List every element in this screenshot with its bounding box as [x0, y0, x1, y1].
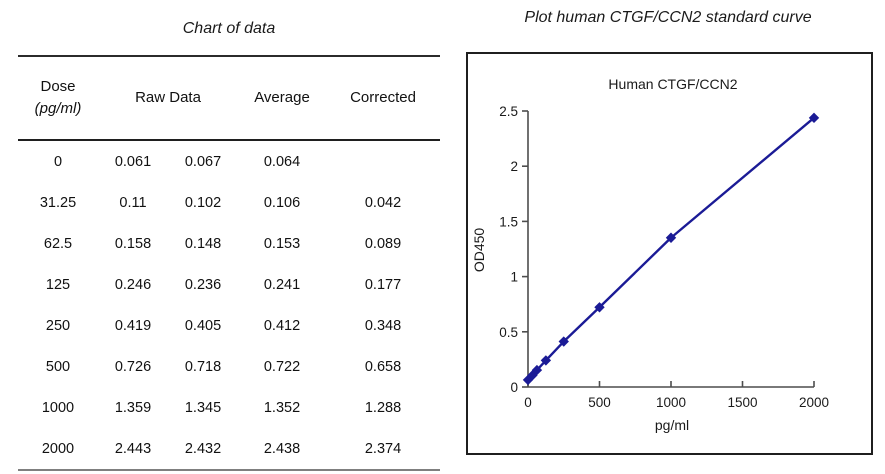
y-tick-label: 2.5: [499, 104, 518, 119]
table-cell-raw1: 1.359: [114, 399, 152, 416]
table-cell-corrected: 1.288: [364, 399, 402, 416]
table-cell-raw1: 0.726: [114, 358, 152, 375]
x-tick-label: 500: [588, 395, 611, 410]
y-tick-label: 1: [510, 270, 518, 285]
y-tick-label: 2: [510, 159, 518, 174]
table-cell-raw2: 0.148: [184, 235, 222, 252]
table-cell-dose: 250: [45, 317, 71, 334]
series-line: [527, 116, 815, 381]
table-cell-average: 0.106: [263, 194, 301, 211]
table-cell-dose: 62.5: [43, 235, 73, 252]
table-cell-raw1: 0.419: [114, 317, 152, 334]
x-tick-label: 0: [524, 395, 532, 410]
col-header-raw-data: Raw Data: [98, 56, 239, 141]
x-tick-label: 2000: [799, 395, 829, 410]
table-cell-raw2: 2.432: [184, 440, 222, 457]
table-cell-corrected: [326, 140, 440, 182]
col-header-average: Average: [238, 56, 327, 141]
table-cell-dose: 1000: [41, 399, 75, 416]
data-point-marker: [540, 355, 552, 366]
col-header-dose: Dose (pg/ml): [18, 56, 98, 141]
table-cell-raw2: 0.405: [184, 317, 222, 334]
table-row: 62.5 0.158 0.148 0.153 0.089: [18, 223, 440, 264]
table-cell-corrected: 0.348: [364, 317, 402, 334]
standard-curve-table: Dose (pg/ml) Raw Data Average Corrected …: [18, 55, 441, 471]
table-body: 0 0.061 0.067 0.064 31.25 0.11 0.102 0.106 0.042…: [18, 140, 440, 470]
table-cell-average: 0.153: [263, 235, 301, 252]
standard-curve-svg: Human CTGF/CCN2 0 500 1000 1500 2000 0 0.5 1 1.5 2…: [471, 76, 829, 433]
table-cell-raw2: 0.718: [184, 358, 222, 375]
x-axis-title: pg/ml: [655, 417, 689, 433]
standard-curve-chart: Human CTGF/CCN2 0 500 1000 1500 2000 0 0.5 1 1.5 2…: [466, 52, 873, 455]
table-cell-raw2: 0.102: [184, 194, 222, 211]
table-cell-dose: 125: [45, 276, 71, 293]
table-cell-dose: 31.25: [39, 194, 77, 211]
table-cell-raw1: 0.246: [114, 276, 152, 293]
table-cell-average: 1.352: [263, 399, 301, 416]
data-point-marker: [531, 364, 543, 376]
x-tick-label: 1000: [656, 395, 686, 410]
dose-label: Dose: [40, 77, 76, 95]
table-title: Chart of data: [182, 20, 276, 37]
table-row: 500 0.726 0.718 0.722 0.658: [18, 346, 440, 387]
plot-title: Plot human CTGF/CCN2 standard curve: [524, 9, 812, 26]
table-cell-raw1: 0.11: [119, 194, 147, 211]
table-cell-corrected: 2.374: [364, 440, 402, 457]
table-cell-average: 0.241: [263, 276, 301, 293]
table-cell-dose: 2000: [41, 440, 75, 457]
table-cell-average: 0.412: [263, 317, 301, 334]
data-point-marker: [594, 302, 605, 313]
table-cell-corrected: 0.177: [364, 276, 402, 293]
data-point-marker: [558, 336, 569, 347]
y-axis-title: OD450: [471, 228, 487, 273]
table-cell-raw2: 1.345: [184, 399, 222, 416]
y-tick-label: 1.5: [499, 214, 518, 229]
data-point-marker: [527, 370, 538, 381]
table-header-row: Dose (pg/ml) Raw Data Average Corrected: [18, 56, 441, 141]
table-cell-corrected: 0.658: [364, 358, 402, 375]
table-row: 0 0.061 0.067 0.064: [18, 140, 440, 182]
table-row: 2000 2.443 2.432 2.438 2.374: [18, 428, 440, 470]
table-cell-average: 0.064: [263, 153, 301, 170]
x-tick-label: 1500: [727, 395, 757, 410]
data-point-marker: [808, 112, 820, 124]
table-cell-corrected: 0.089: [364, 235, 402, 252]
table-cell-raw1: 0.158: [114, 235, 152, 252]
data-point-marker: [665, 232, 677, 243]
data-table-panel: Chart of data Dose (pg/ml) Raw Data Aver…: [18, 0, 441, 471]
table-cell-raw1: 2.443: [114, 440, 152, 457]
table-cell-raw2: 0.067: [184, 153, 222, 170]
y-tick-label: 0: [510, 380, 518, 395]
table-cell-raw1: 0.061: [114, 153, 152, 170]
table-row: 250 0.419 0.405 0.412 0.348: [18, 305, 440, 346]
table-row: 1000 1.359 1.345 1.352 1.288: [18, 387, 440, 428]
chart-title: Human CTGF/CCN2: [608, 76, 737, 92]
table-row: 31.25 0.11 0.102 0.106 0.042: [18, 182, 440, 223]
table-cell-raw2: 0.236: [184, 276, 222, 293]
dose-unit-label: (pg/ml): [34, 100, 82, 117]
table-cell-corrected: 0.042: [364, 194, 402, 211]
table-cell-average: 2.438: [263, 440, 301, 457]
y-tick-label: 0.5: [499, 325, 518, 340]
table-row: 125 0.246 0.236 0.241 0.177: [18, 264, 440, 305]
table-cell-dose: 0: [53, 153, 63, 170]
table-cell-average: 0.722: [263, 358, 301, 375]
table-cell-dose: 500: [45, 358, 71, 375]
col-header-corrected: Corrected: [326, 56, 441, 141]
